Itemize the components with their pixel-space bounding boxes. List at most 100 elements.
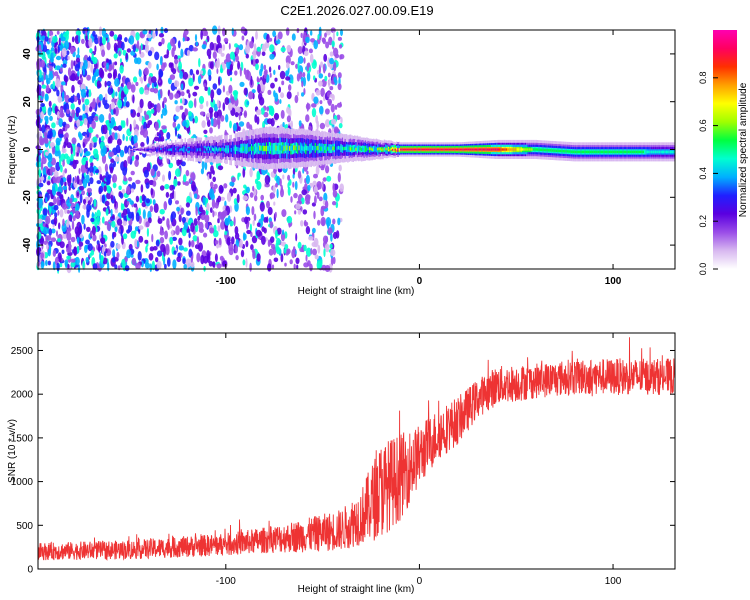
noise-speckle — [169, 192, 175, 199]
band-cell — [602, 150, 604, 154]
band-cell — [600, 150, 603, 154]
noise-speckle — [250, 59, 254, 65]
noise-speckle — [232, 90, 239, 96]
noise-speckle — [68, 115, 73, 123]
band-cell — [171, 148, 173, 151]
noise-speckle — [329, 51, 334, 57]
noise-speckle — [203, 255, 209, 264]
noise-speckle — [110, 158, 115, 163]
band-cell — [134, 148, 136, 150]
noise-speckle — [222, 44, 226, 51]
noise-speckle — [296, 91, 300, 97]
band-cell — [442, 148, 444, 151]
band-cell — [306, 145, 308, 151]
noise-speckle — [64, 40, 70, 50]
noise-speckle — [263, 111, 269, 118]
noise-speckle — [278, 86, 281, 93]
noise-speckle — [209, 41, 214, 51]
noise-speckle — [144, 67, 149, 76]
band-cell — [207, 148, 209, 152]
noise-speckle — [102, 145, 107, 155]
noise-speckle — [204, 161, 208, 171]
noise-speckle — [124, 265, 130, 272]
noise-speckle — [171, 229, 174, 237]
noise-speckle — [167, 223, 170, 230]
band-cell — [657, 150, 659, 154]
band-cell — [560, 149, 562, 153]
noise-speckle — [182, 258, 186, 265]
noise-speckle — [70, 145, 73, 156]
noise-speckle — [153, 136, 160, 142]
noise-speckle — [156, 102, 161, 113]
band-cell — [412, 148, 414, 151]
band-cell — [143, 149, 146, 151]
band-cell — [272, 146, 275, 152]
noise-speckle — [264, 183, 270, 188]
band-cell — [417, 148, 420, 151]
noise-speckle — [99, 174, 103, 181]
noise-speckle — [258, 96, 265, 106]
noise-speckle — [67, 263, 70, 270]
noise-speckle — [161, 37, 165, 45]
band-cell — [398, 148, 401, 151]
band-cell — [175, 147, 177, 151]
band-cell — [619, 150, 621, 154]
noise-speckle — [294, 95, 299, 104]
noise-speckle — [97, 166, 102, 176]
noise-speckle — [200, 214, 206, 221]
noise-speckle — [149, 103, 155, 108]
band-cell — [660, 150, 662, 154]
band-cell — [142, 147, 144, 151]
noise-speckle — [54, 47, 58, 54]
noise-speckle — [136, 112, 141, 118]
noise-speckle — [97, 246, 102, 251]
noise-speckle — [109, 122, 114, 129]
noise-speckle — [261, 235, 266, 245]
noise-speckle — [285, 27, 290, 36]
noise-speckle — [96, 180, 102, 185]
noise-speckle — [332, 201, 337, 206]
band-cell — [257, 146, 260, 152]
noise-speckle — [306, 247, 312, 257]
band-cell — [508, 148, 510, 151]
band-cell — [230, 148, 232, 152]
noise-speckle — [259, 201, 265, 212]
band-cell — [480, 148, 482, 151]
noise-speckle — [213, 183, 218, 189]
noise-speckle — [158, 41, 163, 47]
band-cell — [396, 148, 398, 150]
noise-speckle — [324, 200, 329, 209]
noise-speckle — [254, 178, 259, 185]
noise-speckle — [151, 260, 155, 271]
noise-speckle — [312, 227, 316, 234]
noise-speckle — [158, 33, 165, 38]
band-cell — [451, 148, 453, 151]
noise-speckle — [98, 102, 101, 108]
noise-speckle — [229, 220, 234, 227]
band-cell — [607, 150, 609, 154]
noise-speckle — [63, 153, 69, 159]
band-cell — [665, 150, 668, 154]
band-cell — [631, 150, 634, 154]
noise-speckle — [291, 248, 296, 259]
noise-speckle — [110, 87, 114, 94]
noise-speckle — [180, 207, 185, 215]
noise-speckle — [201, 160, 205, 170]
noise-speckle — [199, 111, 205, 116]
noise-speckle — [198, 57, 201, 68]
noise-speckle — [101, 194, 106, 204]
band-cell — [608, 150, 611, 154]
noise-speckle — [134, 230, 137, 235]
noise-speckle — [130, 170, 135, 176]
band-cell — [459, 148, 462, 151]
noise-speckle — [190, 261, 195, 268]
noise-speckle — [282, 174, 285, 180]
band-cell — [652, 150, 654, 154]
band-cell — [531, 148, 533, 151]
noise-speckle — [257, 172, 261, 181]
noise-speckle — [90, 56, 96, 61]
noise-speckle — [164, 230, 169, 240]
noise-speckle — [177, 40, 181, 49]
